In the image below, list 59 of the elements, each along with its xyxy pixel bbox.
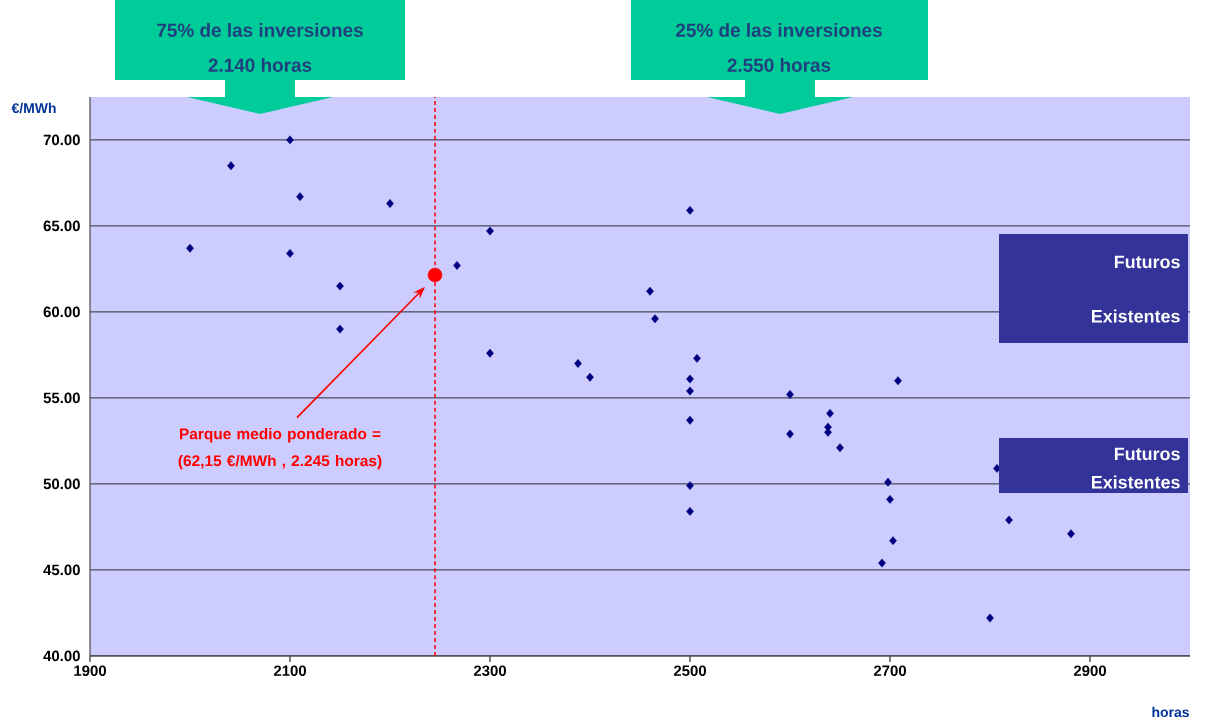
- point: [186, 243, 194, 253]
- y-tick-label: 40.00: [43, 650, 80, 662]
- point: [894, 376, 902, 386]
- point: [826, 408, 834, 418]
- annotation: Parque medio ponderado = (62,15 €/MWh , 2.245 horas): [178, 428, 382, 470]
- point: [878, 558, 886, 568]
- x-axis-title: horas: [1152, 706, 1189, 718]
- point: [836, 443, 844, 453]
- point: [986, 613, 994, 623]
- point: [486, 348, 494, 358]
- text: 25% de las inversiones: [676, 23, 882, 37]
- point: [227, 161, 235, 171]
- point: [686, 386, 694, 396]
- annotation: Futuros: [1114, 447, 1180, 461]
- point: [693, 353, 701, 363]
- point: [1005, 515, 1013, 525]
- y-tick-label: 45.00: [43, 564, 80, 576]
- point: [336, 281, 344, 291]
- point: [1067, 529, 1075, 539]
- point: [686, 481, 694, 491]
- point: [889, 536, 897, 546]
- point: [453, 261, 461, 270]
- point: [884, 477, 892, 487]
- y-tick-label: 50.00: [43, 478, 80, 490]
- text: 75% de las inversiones: [157, 23, 363, 37]
- point: [586, 372, 594, 382]
- point: [574, 359, 582, 368]
- point: [286, 135, 294, 145]
- annotation: Existentes: [1091, 475, 1180, 489]
- y-tick-label: 65.00: [43, 220, 80, 232]
- x-tick-label: 2700: [873, 665, 906, 676]
- point: [386, 199, 394, 208]
- point: [786, 390, 794, 399]
- point: [427, 267, 443, 283]
- x-tick-label: 2100: [273, 665, 306, 676]
- y-tick-label: 55.00: [43, 392, 80, 404]
- x-tick-label: 2300: [473, 665, 506, 677]
- y-tick-label: 60.00: [43, 306, 80, 318]
- point: [786, 429, 794, 439]
- x-tick-label: 1900: [74, 665, 106, 676]
- point: [651, 314, 659, 324]
- point: [296, 192, 304, 202]
- point: [686, 415, 694, 425]
- text: 2.550 horas: [727, 58, 831, 72]
- point: [286, 249, 294, 258]
- y-tick-label: 70.00: [43, 134, 80, 146]
- y-axis-title: €/MWh: [11, 102, 56, 114]
- text: 2.140 horas: [208, 58, 312, 72]
- point: [646, 286, 654, 296]
- annotation: Existentes: [1091, 309, 1180, 323]
- point: [336, 324, 344, 334]
- annotation: Futuros: [1114, 255, 1180, 269]
- point: [686, 206, 694, 215]
- x-tick-label: 2500: [673, 665, 706, 676]
- x-tick-label: 2900: [1073, 665, 1106, 676]
- point: [686, 507, 694, 516]
- point: [886, 494, 894, 504]
- point: [686, 374, 694, 384]
- point: [486, 226, 494, 236]
